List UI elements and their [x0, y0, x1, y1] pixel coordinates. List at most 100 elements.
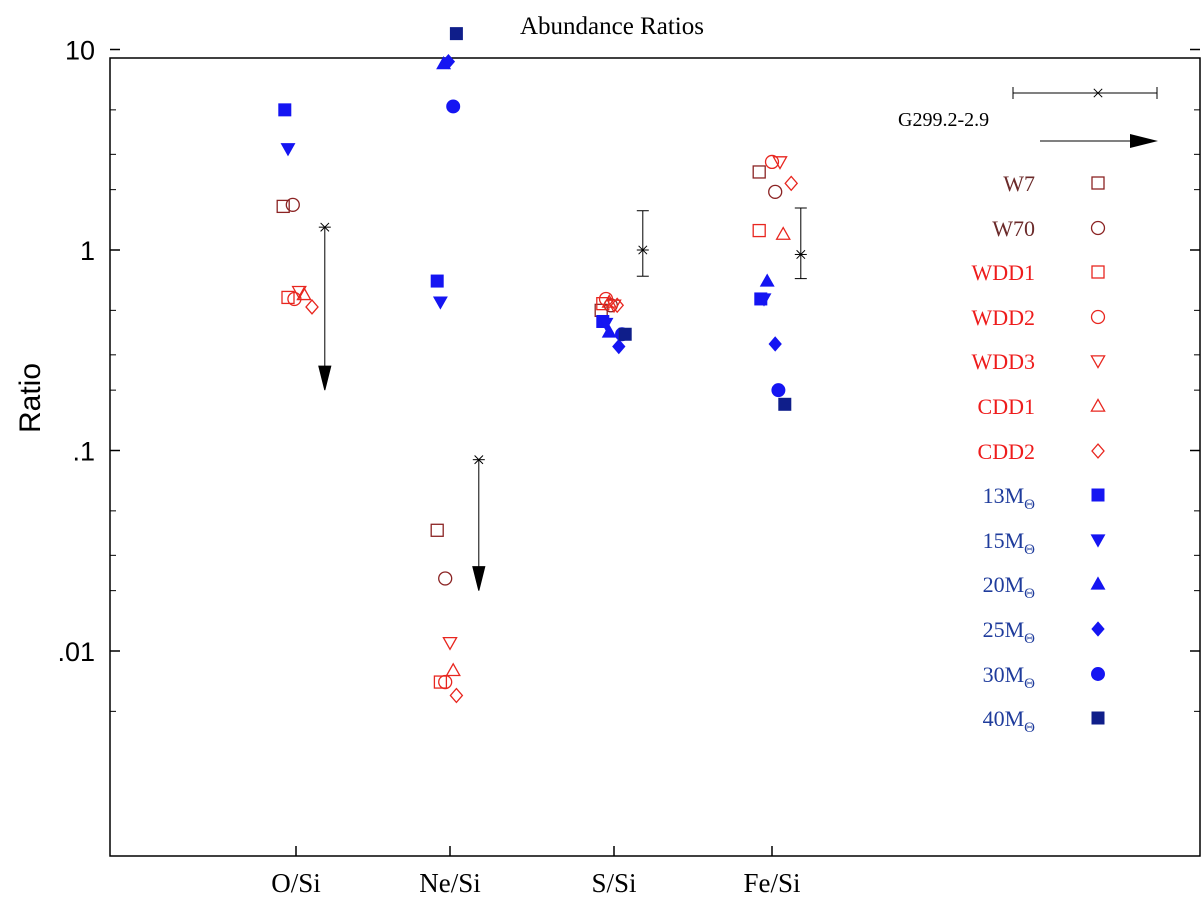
legend-label-subscript: Θ [1024, 631, 1035, 647]
legend-label-subscript: Θ [1024, 720, 1035, 736]
legend-label-subscript: Θ [1024, 497, 1035, 513]
data-point [601, 294, 617, 308]
legend-label-name: 15M [983, 528, 1025, 553]
data-point [610, 297, 625, 314]
data-point [441, 53, 456, 70]
data-point [432, 296, 448, 310]
data-point [446, 99, 461, 114]
chart-title: Abundance Ratios [520, 13, 704, 40]
legend-label: WDD1 [971, 260, 1035, 285]
data-point [771, 383, 786, 398]
arrow-head [318, 365, 332, 391]
legend-label-subscript: Θ [1024, 542, 1035, 558]
data-point [280, 143, 296, 157]
legend-label-name: 20M [983, 572, 1025, 597]
x-tick-label: Ne/Si [419, 868, 481, 898]
upper-limit-arrow [318, 227, 332, 391]
data-point [433, 675, 448, 689]
data-point [281, 290, 295, 305]
legend-label: W70 [992, 216, 1035, 241]
legend-label: 20MΘ [983, 572, 1036, 602]
data-point [618, 327, 632, 341]
axes-layer: 10 1 .1 .01 O/Si Ne/Si S/Si Fe/Si [57, 36, 1200, 898]
data-point [449, 687, 464, 704]
legend-label: 40MΘ [983, 706, 1036, 736]
legend-label-subscript: Θ [1024, 676, 1035, 692]
data-point [775, 226, 791, 240]
legend-marker [1090, 534, 1106, 548]
data-point [430, 523, 444, 537]
legend-label: WDD2 [971, 305, 1035, 330]
legend-label: 15MΘ [983, 528, 1036, 558]
data-point [598, 317, 614, 332]
data-point [276, 199, 290, 214]
data-point [598, 291, 614, 307]
star-stroke [638, 245, 648, 255]
observation-layer [318, 207, 807, 591]
arrow-head [472, 566, 486, 591]
plot-frame [109, 57, 1201, 857]
data-point [601, 324, 617, 338]
legend-marker [1090, 309, 1106, 325]
legend-label: 13MΘ [983, 483, 1036, 513]
legend-label-name: 25M [983, 617, 1025, 642]
legend-marker [1090, 355, 1106, 369]
data-point [778, 397, 792, 411]
legend-marker [1090, 220, 1106, 236]
legend-label: 30MΘ [983, 662, 1036, 692]
upper-limit-arrow [472, 459, 486, 591]
data-point [305, 299, 319, 315]
y-axis-label: Ratio [14, 363, 47, 433]
legend-obs-star [1092, 88, 1104, 98]
data-point [442, 636, 458, 651]
data-point [606, 299, 622, 314]
data-point [756, 293, 772, 307]
legend-obs-arrow [1040, 134, 1158, 148]
data-point [772, 156, 788, 170]
legend-label-name: WDD1 [971, 260, 1035, 285]
data-point [445, 662, 461, 677]
data-point [752, 223, 766, 238]
legend-marker [1091, 443, 1105, 459]
legend-label-name: WDD2 [971, 305, 1035, 330]
points-layer [276, 27, 799, 704]
y-tick-label: .1 [72, 437, 95, 467]
legend-label-subscript: Θ [1024, 586, 1035, 602]
data-point [438, 674, 453, 690]
y-tick-label: 10 [65, 36, 95, 66]
legend-label-name: 13M [983, 483, 1025, 508]
y-tick-label: 1 [80, 236, 95, 266]
observation-point [794, 249, 807, 260]
star-stroke [474, 455, 484, 465]
star-stroke [1093, 88, 1103, 98]
legend-marker [1091, 667, 1105, 681]
legend-label-name: CDD1 [978, 394, 1035, 419]
legend-label-name: W70 [992, 216, 1035, 241]
legend-label: CDD1 [978, 394, 1035, 419]
data-point [285, 197, 300, 212]
arrow-head [1130, 134, 1158, 148]
data-point [296, 286, 312, 301]
observation-point [472, 455, 485, 465]
legend-label: CDD2 [978, 439, 1035, 464]
legend-label: 25MΘ [983, 617, 1036, 647]
legend-marker [1091, 621, 1105, 637]
star-stroke [320, 222, 330, 232]
data-point [291, 285, 307, 300]
legend-label-name: CDD2 [978, 439, 1035, 464]
legend-label-name: 40M [983, 706, 1025, 731]
legend: G299.2-2.9W7W70WDD1WDD2WDD3CDD1CDD213MΘ1… [898, 87, 1158, 736]
star-stroke [796, 249, 806, 260]
observation-point [636, 245, 649, 255]
y-tick-label: .01 [57, 637, 95, 667]
legend-label-name: WDD3 [971, 349, 1035, 374]
legend-marker [1090, 576, 1106, 590]
legend-obs-label: G299.2-2.9 [898, 109, 989, 131]
x-tick-label: S/Si [591, 868, 636, 898]
legend-marker [1091, 488, 1105, 502]
legend-marker [1090, 398, 1106, 412]
x-tick-label: Fe/Si [743, 868, 800, 898]
data-point [759, 273, 775, 287]
